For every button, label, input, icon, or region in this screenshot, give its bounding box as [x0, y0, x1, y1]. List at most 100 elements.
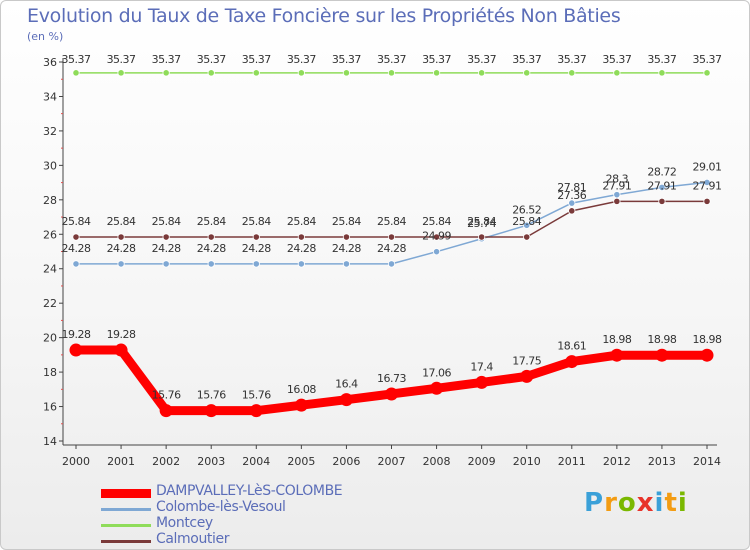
data-label-colombe: 24.28 [377, 242, 406, 255]
data-point-dampvalley [385, 387, 398, 401]
data-label-calmoutier: 25.84 [242, 215, 271, 228]
data-point-dampvalley [565, 355, 579, 369]
data-label-dampvalley: 17.06 [422, 366, 451, 379]
data-label-montcey: 35.37 [197, 53, 226, 66]
data-point-colombe [207, 260, 215, 268]
data-label-colombe: 24.28 [287, 242, 316, 255]
proxiti-logo: Proxiti [584, 488, 688, 518]
data-point-colombe [432, 248, 441, 256]
data-label-dampvalley: 18.98 [693, 333, 722, 346]
y-unit-label: (en %) [27, 30, 64, 43]
data-point-calmoutier [342, 233, 351, 241]
data-label-montcey: 35.37 [647, 53, 676, 66]
data-label-colombe: 26.52 [512, 203, 541, 216]
data-point-colombe [568, 199, 576, 207]
data-label-montcey: 35.37 [422, 53, 451, 66]
data-point-calmoutier [613, 197, 621, 205]
data-point-dampvalley [655, 348, 669, 362]
data-point-colombe [703, 178, 711, 187]
x-tick-label: 2003 [197, 455, 225, 468]
data-point-montcey [568, 69, 576, 77]
data-label-colombe: 29.01 [693, 160, 722, 173]
data-label-dampvalley: 16.4 [335, 378, 358, 391]
data-label-calmoutier: 25.84 [197, 215, 226, 228]
x-tick-label: 2010 [513, 455, 541, 468]
data-point-calmoutier [523, 233, 531, 241]
data-label-montcey: 35.37 [557, 53, 586, 66]
data-label-montcey: 35.37 [152, 53, 181, 66]
x-tick-label: 2002 [152, 455, 180, 468]
legend-swatch [101, 508, 151, 511]
x-tick-label: 2008 [423, 455, 451, 468]
data-point-dampvalley [339, 393, 353, 407]
data-label-montcey: 35.37 [287, 53, 316, 66]
data-point-colombe [523, 221, 531, 229]
x-tick-label: 2006 [332, 455, 360, 468]
data-point-montcey [432, 69, 441, 77]
data-label-dampvalley: 19.28 [62, 328, 91, 341]
x-tick-label: 2009 [468, 455, 496, 468]
data-point-colombe [162, 260, 170, 268]
data-point-colombe [613, 191, 621, 199]
data-point-montcey [478, 69, 486, 77]
data-label-colombe: 24.28 [242, 242, 271, 255]
data-label-dampvalley: 19.28 [107, 328, 136, 341]
data-point-montcey [162, 69, 170, 77]
data-label-calmoutier: 27.36 [557, 189, 586, 202]
data-label-dampvalley: 16.08 [287, 383, 316, 396]
legend-label: Calmoutier [156, 531, 230, 547]
data-label-colombe: 27.81 [557, 181, 586, 194]
data-label-calmoutier: 27.91 [602, 179, 631, 192]
data-point-calmoutier [117, 233, 125, 241]
y-tick-label: 18 [43, 366, 57, 379]
data-label-colombe: 24.99 [422, 230, 451, 243]
data-point-dampvalley [475, 375, 489, 389]
data-point-calmoutier [207, 233, 215, 241]
data-point-calmoutier [72, 233, 80, 241]
data-point-colombe [342, 260, 351, 268]
data-label-montcey: 35.37 [377, 53, 406, 66]
data-label-colombe: 24.28 [332, 242, 361, 255]
y-tick-label: 24 [43, 263, 57, 276]
data-label-montcey: 35.37 [62, 53, 91, 66]
data-label-colombe: 24.28 [152, 242, 181, 255]
data-label-colombe: 28.72 [647, 165, 676, 178]
data-label-montcey: 35.37 [332, 53, 361, 66]
data-point-calmoutier [432, 233, 441, 241]
y-tick-label: 30 [43, 159, 57, 172]
data-point-colombe [117, 260, 125, 268]
data-label-montcey: 35.37 [512, 53, 541, 66]
data-point-montcey [207, 69, 215, 77]
data-point-montcey [613, 69, 621, 77]
legend-label: Colombe-lès-Vesoul [156, 499, 286, 515]
legend-swatch [101, 540, 151, 543]
data-label-calmoutier: 25.84 [152, 215, 181, 228]
data-point-colombe [72, 260, 80, 268]
y-tick-label: 28 [43, 194, 57, 207]
legend-swatch [101, 489, 151, 498]
y-tick-label: 36 [43, 56, 57, 69]
y-tick-label: 20 [43, 332, 57, 345]
data-point-dampvalley [249, 404, 263, 418]
data-label-calmoutier: 27.91 [647, 179, 676, 192]
data-point-dampvalley [69, 343, 83, 357]
data-label-colombe: 28.3 [606, 173, 629, 186]
data-point-calmoutier [478, 233, 486, 241]
data-point-colombe [297, 260, 305, 268]
data-point-montcey [297, 69, 305, 77]
data-point-dampvalley [700, 348, 714, 362]
data-point-dampvalley [610, 348, 624, 362]
data-point-montcey [117, 69, 125, 77]
data-label-dampvalley: 18.98 [602, 333, 631, 346]
data-point-calmoutier [568, 207, 576, 215]
legend-label: Montcey [156, 515, 213, 531]
data-point-calmoutier [162, 233, 170, 241]
data-point-montcey [252, 69, 260, 77]
x-tick-label: 2000 [62, 455, 90, 468]
data-point-dampvalley [159, 404, 173, 418]
data-point-dampvalley [520, 369, 534, 383]
data-label-dampvalley: 18.61 [557, 340, 586, 353]
data-point-montcey [703, 69, 711, 77]
